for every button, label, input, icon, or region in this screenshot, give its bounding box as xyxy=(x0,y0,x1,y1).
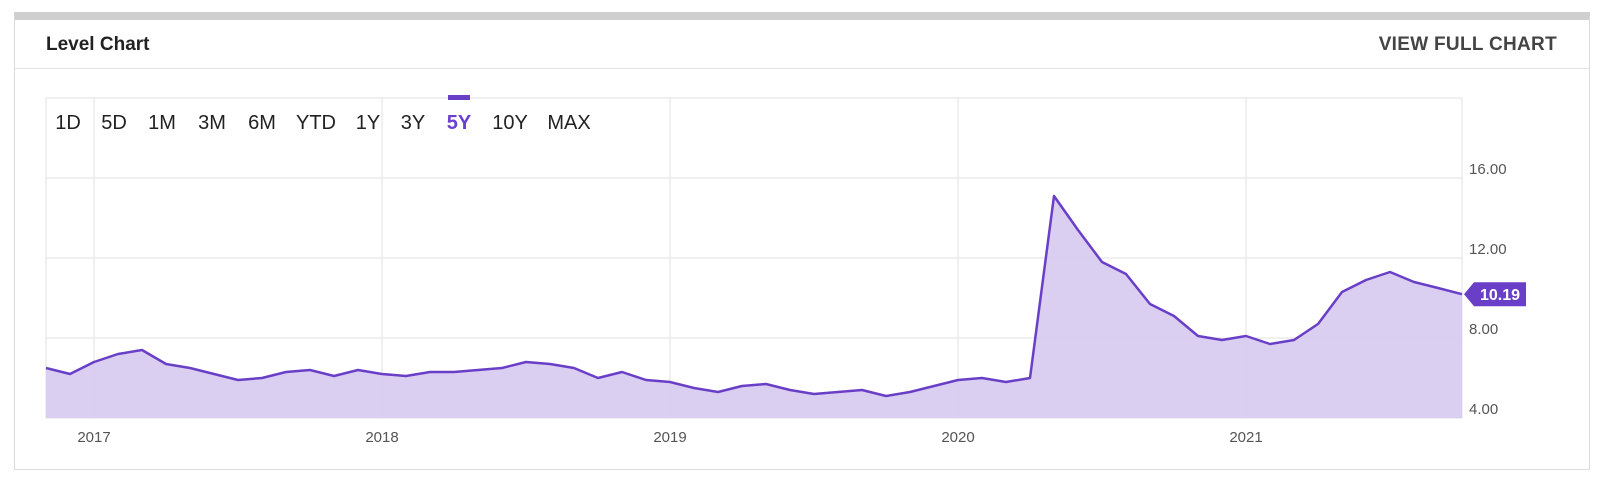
x-tick-label: 2017 xyxy=(77,429,110,446)
range-button-max[interactable]: MAX xyxy=(547,112,590,134)
y-tick-label: 16.00 xyxy=(1469,161,1507,178)
range-button-3m[interactable]: 3M xyxy=(198,112,226,134)
x-tick-label: 2018 xyxy=(365,429,398,446)
range-button-1y[interactable]: 1Y xyxy=(356,112,380,134)
range-button-10y[interactable]: 10Y xyxy=(492,112,528,134)
last-value-badge xyxy=(1464,282,1526,307)
series-area xyxy=(46,196,1462,418)
range-button-5y[interactable]: 5Y xyxy=(447,112,472,134)
range-button-ytd[interactable]: YTD xyxy=(296,112,336,134)
chart-title: Level Chart xyxy=(46,34,150,55)
active-range-indicator xyxy=(448,95,470,100)
range-button-3y[interactable]: 3Y xyxy=(401,112,425,134)
range-button-6m[interactable]: 6M xyxy=(248,112,276,134)
x-tick-label: 2020 xyxy=(941,429,974,446)
x-tick-label: 2021 xyxy=(1229,429,1262,446)
range-button-1d[interactable]: 1D xyxy=(55,112,81,134)
series-line xyxy=(45,194,1463,398)
y-tick-label: 4.00 xyxy=(1469,401,1498,418)
y-tick-label: 8.00 xyxy=(1469,321,1498,338)
range-button-1m[interactable]: 1M xyxy=(148,112,176,134)
card-header: Level Chart VIEW FULL CHART xyxy=(15,20,1589,69)
x-tick-label: 2019 xyxy=(653,429,686,446)
range-button-5d[interactable]: 5D xyxy=(101,112,127,134)
last-value-label: 10.19 xyxy=(1480,287,1520,304)
y-tick-label: 12.00 xyxy=(1469,241,1507,258)
view-full-chart-link[interactable]: VIEW FULL CHART xyxy=(1378,34,1557,55)
